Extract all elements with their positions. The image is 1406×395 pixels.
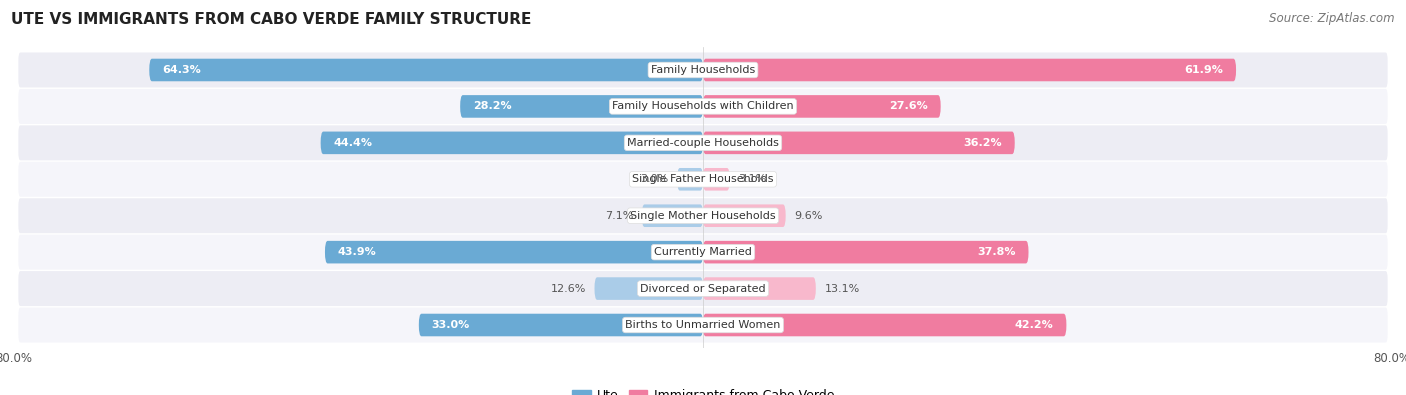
FancyBboxPatch shape xyxy=(18,162,1388,197)
Text: Currently Married: Currently Married xyxy=(654,247,752,257)
FancyBboxPatch shape xyxy=(703,168,730,190)
Text: 44.4%: 44.4% xyxy=(333,138,373,148)
Text: Divorced or Separated: Divorced or Separated xyxy=(640,284,766,293)
FancyBboxPatch shape xyxy=(18,271,1388,306)
FancyBboxPatch shape xyxy=(703,95,941,118)
FancyBboxPatch shape xyxy=(18,89,1388,124)
Text: Family Households: Family Households xyxy=(651,65,755,75)
Text: 42.2%: 42.2% xyxy=(1015,320,1053,330)
FancyBboxPatch shape xyxy=(325,241,703,263)
FancyBboxPatch shape xyxy=(18,53,1388,87)
FancyBboxPatch shape xyxy=(419,314,703,336)
Text: 3.0%: 3.0% xyxy=(640,174,669,184)
FancyBboxPatch shape xyxy=(703,205,786,227)
Text: 9.6%: 9.6% xyxy=(794,211,823,221)
Text: UTE VS IMMIGRANTS FROM CABO VERDE FAMILY STRUCTURE: UTE VS IMMIGRANTS FROM CABO VERDE FAMILY… xyxy=(11,12,531,27)
Text: 12.6%: 12.6% xyxy=(551,284,586,293)
FancyBboxPatch shape xyxy=(703,314,1066,336)
Text: Family Households with Children: Family Households with Children xyxy=(612,102,794,111)
Text: 28.2%: 28.2% xyxy=(472,102,512,111)
FancyBboxPatch shape xyxy=(678,168,703,190)
Text: 7.1%: 7.1% xyxy=(605,211,633,221)
Text: Single Father Households: Single Father Households xyxy=(633,174,773,184)
Text: 61.9%: 61.9% xyxy=(1184,65,1223,75)
FancyBboxPatch shape xyxy=(149,59,703,81)
Text: 43.9%: 43.9% xyxy=(337,247,377,257)
Legend: Ute, Immigrants from Cabo Verde: Ute, Immigrants from Cabo Verde xyxy=(567,384,839,395)
FancyBboxPatch shape xyxy=(703,59,1236,81)
FancyBboxPatch shape xyxy=(18,308,1388,342)
FancyBboxPatch shape xyxy=(460,95,703,118)
Text: Single Mother Households: Single Mother Households xyxy=(630,211,776,221)
Text: Births to Unmarried Women: Births to Unmarried Women xyxy=(626,320,780,330)
FancyBboxPatch shape xyxy=(703,132,1015,154)
Text: 37.8%: 37.8% xyxy=(977,247,1015,257)
Text: 64.3%: 64.3% xyxy=(162,65,201,75)
Text: 3.1%: 3.1% xyxy=(738,174,766,184)
Text: 36.2%: 36.2% xyxy=(963,138,1002,148)
Text: Source: ZipAtlas.com: Source: ZipAtlas.com xyxy=(1270,12,1395,25)
FancyBboxPatch shape xyxy=(595,277,703,300)
Text: 33.0%: 33.0% xyxy=(432,320,470,330)
FancyBboxPatch shape xyxy=(18,198,1388,233)
FancyBboxPatch shape xyxy=(18,235,1388,270)
FancyBboxPatch shape xyxy=(643,205,703,227)
FancyBboxPatch shape xyxy=(703,241,1029,263)
Text: Married-couple Households: Married-couple Households xyxy=(627,138,779,148)
Text: 27.6%: 27.6% xyxy=(889,102,928,111)
Text: 13.1%: 13.1% xyxy=(824,284,859,293)
FancyBboxPatch shape xyxy=(703,277,815,300)
FancyBboxPatch shape xyxy=(321,132,703,154)
FancyBboxPatch shape xyxy=(18,125,1388,160)
